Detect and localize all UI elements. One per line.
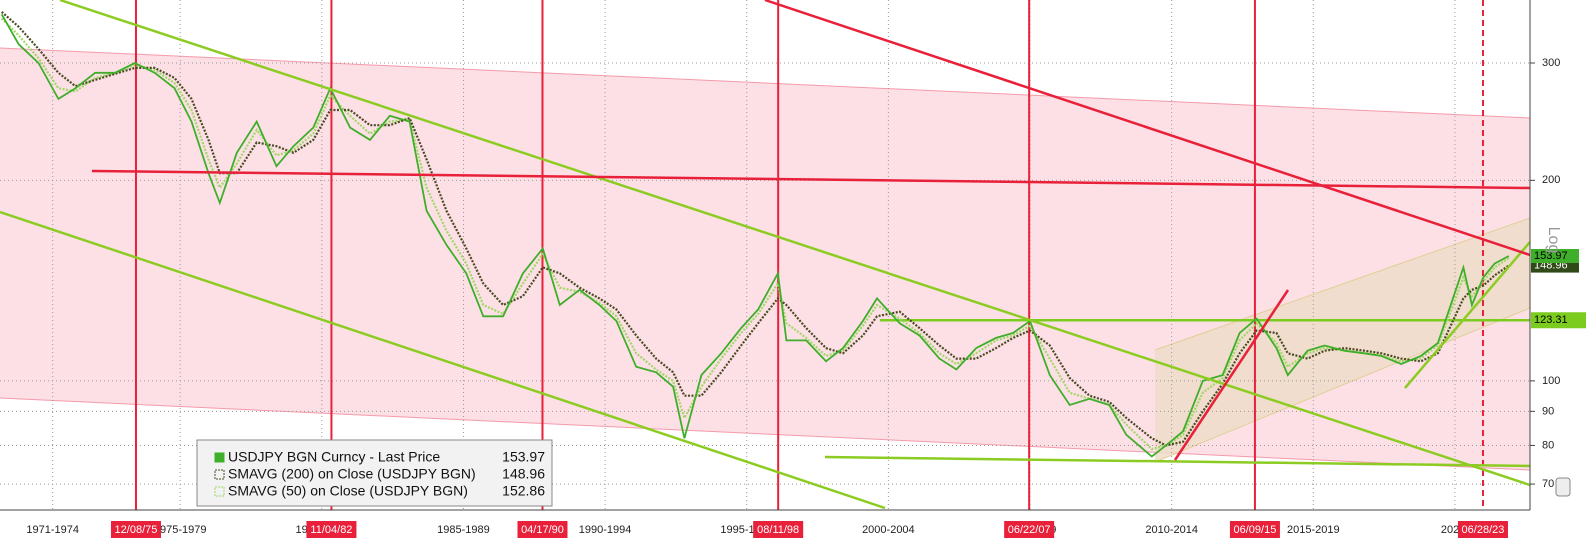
y-tick-label: 90 xyxy=(1542,405,1554,417)
legend-value: 153.97 xyxy=(502,449,545,465)
trend-line xyxy=(59,0,1531,487)
trend-line xyxy=(1173,289,1290,461)
legend: USDJPY BGN Curncy - Last Price 153.97 SMAV… xyxy=(196,439,553,507)
trend-line xyxy=(764,0,1531,257)
legend-value: 152.86 xyxy=(502,483,545,499)
event-flag-label: 11/04/82 xyxy=(310,524,352,536)
event-flag xyxy=(1004,521,1055,538)
trend-lines xyxy=(0,0,1531,510)
x-tick-label: 1971-1974 xyxy=(26,524,79,536)
event-flag xyxy=(1229,521,1280,538)
legend-swatch xyxy=(214,486,225,497)
series-line xyxy=(0,11,1510,447)
x-tick-label: 1990-1994 xyxy=(579,524,632,536)
x-tick-label: 2010-2014 xyxy=(1145,524,1198,536)
event-flag-label: 06/22/07 xyxy=(1008,524,1051,536)
event-flag xyxy=(1457,521,1508,538)
event-flag xyxy=(753,521,804,538)
trend-line xyxy=(91,169,1531,190)
event-flag-label: 06/28/23 xyxy=(1462,524,1505,536)
legend-box xyxy=(196,439,553,507)
event-flag-label: 04/17/90 xyxy=(521,524,564,536)
channel-edge xyxy=(0,47,1531,119)
y-tick-label: 100 xyxy=(1542,375,1560,387)
legend-swatch xyxy=(214,469,225,480)
trend-line xyxy=(0,210,886,510)
level-tag xyxy=(1531,312,1586,329)
legend-swatch xyxy=(214,452,225,463)
grid xyxy=(0,0,1530,510)
x-tick-label: 2015-2019 xyxy=(1287,524,1340,536)
event-flag xyxy=(517,521,568,538)
trend-line xyxy=(1404,241,1531,389)
axes: 7080901002003001971-19741975-19791980-19… xyxy=(26,57,1586,538)
last-value-tag xyxy=(1531,249,1579,264)
y-tick-label: 70 xyxy=(1542,478,1554,490)
legend-value: 148.96 xyxy=(502,466,545,482)
x-tick-label: 1985-1989 xyxy=(437,524,490,536)
series-line xyxy=(0,13,1510,458)
level-tag-label: 123.31 xyxy=(1534,314,1568,326)
series-group xyxy=(0,11,1530,458)
beige-channel xyxy=(1155,218,1530,462)
event-flag-label: 08/11/98 xyxy=(757,524,799,536)
event-flag-label: 12/08/75 xyxy=(115,524,158,536)
channel-edge xyxy=(1154,307,1531,463)
last-value-label: 153.97 xyxy=(1534,250,1568,262)
channel-edge xyxy=(1154,217,1531,351)
x-tick-label: 1975-1979 xyxy=(154,524,207,536)
y-tick-label: 80 xyxy=(1542,439,1554,451)
event-flag xyxy=(306,521,357,538)
channel-edge xyxy=(0,397,1531,471)
trend-line xyxy=(824,455,1531,468)
pink-channel xyxy=(0,48,1530,470)
legend-label: USDJPY BGN Curncy - Last Price xyxy=(228,449,440,465)
y-tick-label: 200 xyxy=(1542,174,1560,186)
event-flag-label: 06/09/15 xyxy=(1234,524,1277,536)
series-line xyxy=(0,17,1510,451)
y-tick-label: 300 xyxy=(1542,57,1560,69)
legend-label: SMAVG (200) on Close (USDJPY BGN) xyxy=(228,466,476,482)
event-flag xyxy=(110,521,161,538)
x-tick-label: 2000-2004 xyxy=(862,524,915,536)
axis-icon[interactable] xyxy=(1555,477,1571,497)
log-label: Log xyxy=(1545,227,1562,254)
legend-label: SMAVG (50) on Close (USDJPY BGN) xyxy=(228,483,468,499)
